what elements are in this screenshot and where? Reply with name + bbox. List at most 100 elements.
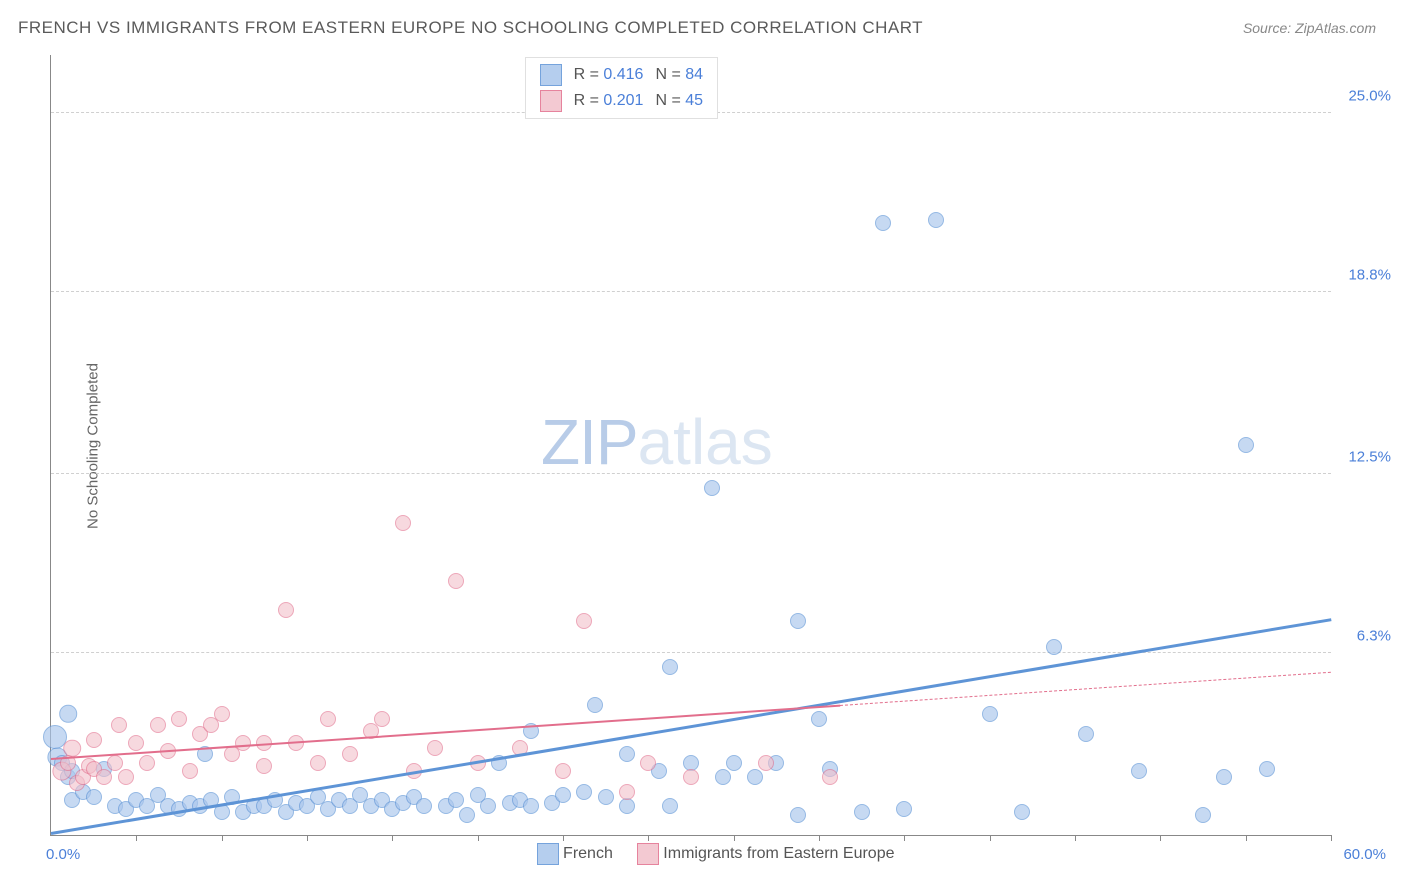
data-point [1131,763,1147,779]
data-point [480,798,496,814]
y-tick-label: 12.5% [1348,448,1391,465]
data-point [111,717,127,733]
data-point [790,807,806,823]
correlation-legend: R = 0.416N = 84R = 0.201N = 45 [525,57,718,119]
data-point [1195,807,1211,823]
chart-title: FRENCH VS IMMIGRANTS FROM EASTERN EUROPE… [18,18,923,38]
legend-label: French [563,845,613,862]
data-point [576,784,592,800]
series-legend: French Immigrants from Eastern Europe [525,843,907,865]
gridline [51,291,1331,292]
legend-label: Immigrants from Eastern Europe [663,845,894,862]
x-tick [392,835,393,841]
x-tick [1075,835,1076,841]
data-point [683,769,699,785]
data-point [598,789,614,805]
x-tick [222,835,223,841]
legend-item: Immigrants from Eastern Europe [637,843,895,865]
x-tick [478,835,479,841]
legend-swatch [637,843,659,865]
regression-line [51,704,840,759]
legend-swatch [540,90,562,112]
data-point [811,711,827,727]
data-point [107,755,123,771]
data-point [1216,769,1232,785]
y-tick-label: 25.0% [1348,87,1391,104]
data-point [395,515,411,531]
data-point [640,755,656,771]
data-point [182,763,198,779]
data-point [59,705,77,723]
x-min-label: 0.0% [46,846,80,863]
y-tick-label: 6.3% [1357,628,1391,645]
data-point [150,717,166,733]
data-point [256,758,272,774]
data-point [619,746,635,762]
data-point [555,787,571,803]
legend-r-label: R = 0.201 [568,88,650,114]
data-point [278,602,294,618]
gridline [51,473,1331,474]
data-point [448,573,464,589]
data-point [758,755,774,771]
data-point [928,212,944,228]
legend-swatch [537,843,559,865]
watermark: ZIPatlas [541,405,773,479]
data-point [214,706,230,722]
data-point [726,755,742,771]
x-tick [819,835,820,841]
y-tick-label: 18.8% [1348,266,1391,283]
legend-swatch [540,64,562,86]
data-point [1238,437,1254,453]
scatter-plot: ZIPatlas 6.3%12.5%18.8%25.0%0.0%60.0%R =… [50,55,1331,836]
data-point [459,807,475,823]
data-point [86,789,102,805]
data-point [96,769,112,785]
data-point [896,801,912,817]
data-point [747,769,763,785]
x-tick [136,835,137,841]
x-tick [307,835,308,841]
source-attribution: Source: ZipAtlas.com [1243,20,1376,36]
data-point [1046,639,1062,655]
data-point [662,798,678,814]
data-point [139,755,155,771]
data-point [523,798,539,814]
legend-n-label: N = 84 [649,62,709,88]
data-point [1078,726,1094,742]
data-point [555,763,571,779]
x-tick [734,835,735,841]
data-point [982,706,998,722]
data-point [854,804,870,820]
data-point [64,740,82,758]
data-point [875,215,891,231]
data-point [310,755,326,771]
data-point [416,798,432,814]
regression-line [51,618,1331,835]
watermark-part2: atlas [638,406,773,478]
data-point [619,784,635,800]
data-point [342,746,358,762]
data-point [587,697,603,713]
data-point [128,735,144,751]
data-point [235,735,251,751]
data-point [1259,761,1275,777]
data-point [320,711,336,727]
x-tick [1246,835,1247,841]
data-point [1014,804,1030,820]
data-point [704,480,720,496]
data-point [427,740,443,756]
x-tick [990,835,991,841]
data-point [171,711,187,727]
x-max-label: 60.0% [1343,846,1386,863]
x-tick [1160,835,1161,841]
watermark-part1: ZIP [541,406,638,478]
data-point [715,769,731,785]
data-point [374,711,390,727]
x-tick [1331,835,1332,841]
data-point [86,732,102,748]
data-point [576,613,592,629]
data-point [118,769,134,785]
x-tick [904,835,905,841]
data-point [822,769,838,785]
